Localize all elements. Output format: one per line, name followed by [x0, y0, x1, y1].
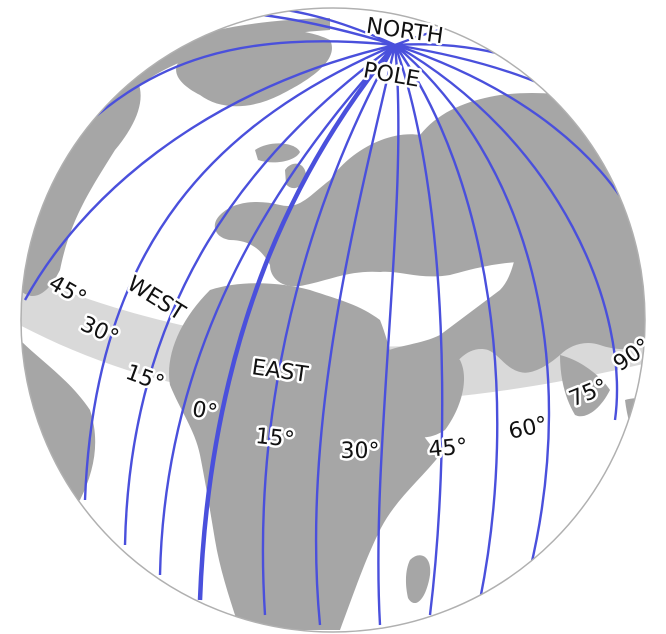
arctic-coast [120, 18, 330, 85]
meridian-line [394, 43, 645, 301]
meridian-line [249, 8, 396, 47]
meridians [23, 8, 645, 626]
meridian-line [123, 44, 396, 546]
africa [169, 283, 441, 630]
meridian-line [69, 40, 396, 141]
meridian-line [377, 44, 400, 626]
meridian-line [394, 43, 619, 421]
prime-meridian-line [197, 43, 397, 601]
tick-label-east-30: 30° [341, 439, 380, 464]
globe-outline [20, 7, 646, 633]
meridian-line [158, 44, 396, 576]
tick-label-east-45: 45° [428, 434, 469, 462]
meridian-line [23, 43, 396, 301]
british-isles [285, 163, 306, 189]
tick-label-prime: 0° [190, 397, 219, 426]
north-america [21, 70, 141, 296]
meridian-line [393, 44, 444, 616]
meridian-line [394, 44, 499, 601]
southeast-asia [625, 398, 645, 470]
meridian-line [314, 44, 397, 626]
iceland [255, 143, 300, 163]
meridian-line [83, 43, 396, 501]
india [560, 355, 610, 417]
madagascar [405, 555, 431, 604]
meridian-line [394, 44, 551, 571]
meridian-line [261, 44, 397, 616]
tick-label-east-15: 15° [254, 424, 295, 453]
